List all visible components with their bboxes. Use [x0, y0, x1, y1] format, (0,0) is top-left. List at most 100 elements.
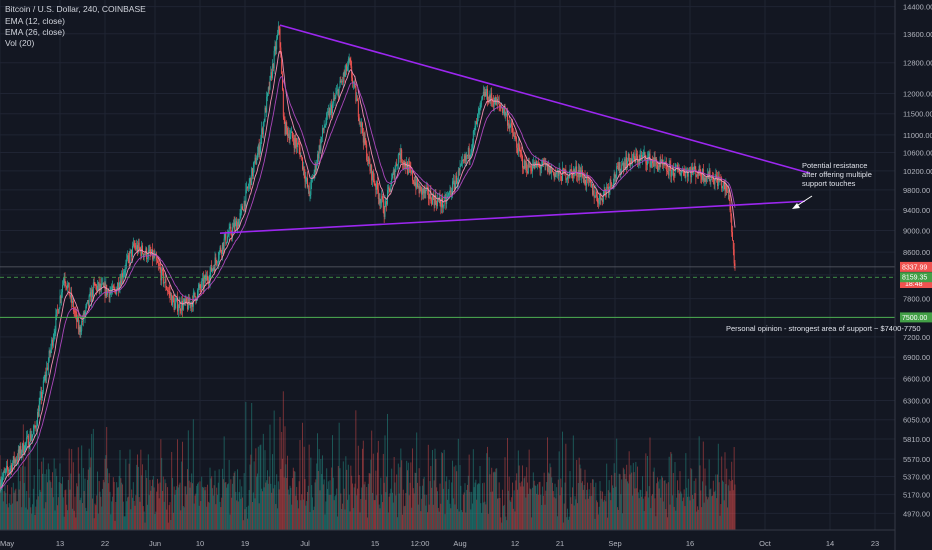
trendline[interactable]: [279, 24, 811, 174]
volume-bar: [240, 498, 242, 530]
volume-bar: [689, 500, 691, 530]
volume-bar: [35, 506, 37, 530]
candle-body: [23, 452, 25, 454]
volume-bar: [4, 484, 6, 530]
volume-bar: [627, 483, 629, 530]
candle-body: [484, 91, 486, 96]
volume-bar: [366, 487, 368, 530]
volume-bar: [168, 505, 170, 530]
volume-bar: [458, 511, 460, 530]
candle-body: [63, 278, 65, 281]
candle-body: [233, 223, 235, 230]
volume-bar: [185, 486, 187, 530]
candle-body: [219, 247, 221, 252]
candle-body: [73, 310, 75, 312]
candle-body: [303, 166, 305, 176]
volume-bar: [416, 432, 418, 530]
candle-body: [48, 350, 50, 362]
candle-body: [191, 302, 193, 307]
candle-body: [605, 189, 607, 194]
time-axis[interactable]: May 13 22 Jun 10 19 Jul 15 12:00 Aug 12 21 Sep 16 Oct 1…: [0, 529, 895, 548]
candle-body: [407, 162, 408, 174]
candle-body: [94, 282, 96, 286]
candle-body: [730, 210, 732, 217]
candle-body: [324, 125, 326, 128]
candle-body: [240, 208, 242, 214]
volume-bar: [209, 467, 211, 530]
indicator-ema12[interactable]: EMA (12, close): [5, 16, 65, 26]
volume-bar: [462, 512, 463, 530]
volume-bar: [117, 487, 119, 530]
candle-body: [45, 374, 47, 377]
volume-bar: [207, 501, 209, 530]
trendlines-layer: [0, 24, 895, 318]
candle-body: [696, 174, 698, 177]
indicator-volume[interactable]: Vol (20): [5, 38, 34, 48]
volume-bar: [260, 444, 262, 530]
candle-body: [340, 80, 342, 83]
x-tick-label: 19: [241, 539, 249, 548]
candle-body: [322, 128, 323, 137]
candle-body: [343, 73, 345, 77]
indicator-ema26[interactable]: EMA (26, close): [5, 27, 65, 37]
volume-bar: [717, 443, 719, 530]
candle-body: [422, 188, 423, 195]
candle-body: [648, 153, 650, 157]
volume-bar: [38, 469, 40, 530]
candle-body: [108, 291, 110, 298]
volume-bar: [630, 465, 632, 530]
candle-body: [498, 101, 500, 105]
volume-bar: [182, 505, 184, 530]
volume-bar: [686, 487, 688, 530]
candle-body: [705, 177, 707, 182]
volume-bar: [84, 478, 86, 530]
candle-body: [732, 232, 733, 241]
candle-body: [518, 142, 520, 148]
candle-body: [472, 131, 474, 144]
candle-body: [144, 253, 146, 255]
volume-bar: [635, 461, 637, 530]
volume-bar: [136, 464, 138, 530]
candle-body: [190, 302, 192, 307]
candle-body: [622, 163, 623, 165]
candle-body: [657, 164, 658, 171]
candle-body: [282, 74, 283, 90]
volume-bar: [132, 497, 133, 530]
candle-body: [96, 285, 98, 291]
volume-bar: [590, 482, 592, 530]
trendline[interactable]: [219, 200, 806, 234]
candle-body: [507, 122, 509, 126]
volume-bar: [531, 517, 533, 530]
volume-bar: [409, 482, 411, 530]
candle-body: [594, 196, 596, 198]
volume-bar: [582, 481, 583, 530]
candle-body: [356, 98, 358, 102]
volume-bar: [621, 479, 623, 530]
candle-body: [485, 91, 487, 96]
volume-bar: [36, 499, 38, 530]
volume-bar: [336, 488, 338, 530]
candle-body: [530, 166, 532, 171]
volume-bar: [578, 457, 580, 530]
candle-body: [719, 179, 721, 182]
candle-body: [544, 162, 546, 164]
volume-bar: [58, 482, 60, 530]
volume-bar: [684, 506, 686, 530]
volume-bar: [287, 489, 289, 530]
candle-body: [362, 133, 364, 143]
volume-bar: [239, 479, 241, 530]
candle-body: [211, 265, 213, 272]
volume-bar: [672, 473, 674, 530]
candle-body: [400, 149, 402, 160]
candle-body: [137, 242, 139, 253]
candle-body: [638, 160, 640, 163]
candle-body: [146, 248, 148, 260]
candle-body: [236, 220, 238, 231]
candle-body: [712, 176, 714, 184]
volume-bar: [600, 490, 602, 530]
candle-body: [514, 136, 516, 138]
candle-body: [475, 121, 477, 127]
volume-bar: [353, 487, 355, 530]
volume-bar: [210, 478, 212, 530]
